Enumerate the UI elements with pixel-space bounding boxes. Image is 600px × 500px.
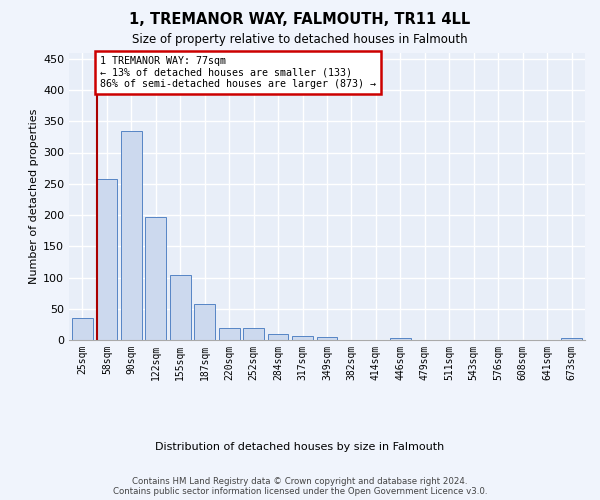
Bar [219, 328, 239, 340]
Bar [170, 275, 191, 340]
Bar [97, 180, 117, 340]
Text: 1 TREMANOR WAY: 77sqm
← 13% of detached houses are smaller (133)
86% of semi-det: 1 TREMANOR WAY: 77sqm ← 13% of detached … [100, 56, 376, 89]
Text: Contains public sector information licensed under the Open Government Licence v3: Contains public sector information licen… [113, 488, 487, 496]
Bar [268, 334, 289, 340]
Text: 1, TREMANOR WAY, FALMOUTH, TR11 4LL: 1, TREMANOR WAY, FALMOUTH, TR11 4LL [130, 12, 470, 28]
Bar [317, 337, 337, 340]
Text: Size of property relative to detached houses in Falmouth: Size of property relative to detached ho… [132, 32, 468, 46]
Bar [194, 304, 215, 340]
Y-axis label: Number of detached properties: Number of detached properties [29, 108, 39, 284]
Bar [390, 338, 411, 340]
Bar [121, 130, 142, 340]
Bar [561, 338, 582, 340]
Bar [243, 328, 264, 340]
Bar [145, 217, 166, 340]
Bar [292, 336, 313, 340]
Bar [72, 318, 93, 340]
Text: Contains HM Land Registry data © Crown copyright and database right 2024.: Contains HM Land Registry data © Crown c… [132, 478, 468, 486]
Text: Distribution of detached houses by size in Falmouth: Distribution of detached houses by size … [155, 442, 445, 452]
